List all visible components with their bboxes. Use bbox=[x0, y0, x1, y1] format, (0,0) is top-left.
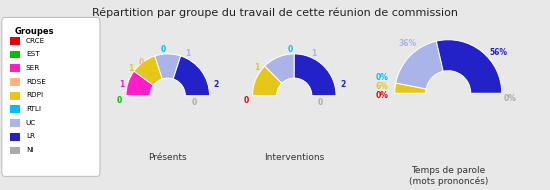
Text: 0: 0 bbox=[117, 96, 122, 105]
Bar bbox=[10, 133, 20, 141]
Text: RDPI: RDPI bbox=[26, 92, 43, 98]
Wedge shape bbox=[396, 41, 443, 89]
Text: LR: LR bbox=[26, 133, 35, 139]
Text: CRCE: CRCE bbox=[26, 37, 45, 44]
Text: 0: 0 bbox=[287, 45, 293, 54]
Text: RDSE: RDSE bbox=[26, 79, 46, 85]
Text: 0: 0 bbox=[318, 98, 323, 107]
Text: Temps de parole
(mots prononcés): Temps de parole (mots prononcés) bbox=[409, 166, 488, 186]
Text: Répartition par groupe du travail de cette réunion de commission: Répartition par groupe du travail de cet… bbox=[92, 8, 458, 18]
Text: SER: SER bbox=[26, 65, 40, 71]
Text: 2: 2 bbox=[213, 80, 219, 89]
Text: Groupes: Groupes bbox=[14, 27, 54, 36]
Bar bbox=[10, 119, 20, 127]
Text: RTLI: RTLI bbox=[26, 106, 41, 112]
Text: 0: 0 bbox=[139, 58, 144, 67]
Wedge shape bbox=[395, 83, 426, 93]
Text: 0: 0 bbox=[161, 45, 166, 54]
Bar bbox=[10, 37, 20, 45]
Wedge shape bbox=[173, 56, 210, 96]
Text: 1: 1 bbox=[128, 64, 133, 73]
Text: 1: 1 bbox=[254, 63, 260, 72]
Wedge shape bbox=[134, 56, 162, 85]
Wedge shape bbox=[126, 71, 153, 96]
Wedge shape bbox=[155, 54, 180, 79]
Bar bbox=[10, 105, 20, 113]
Text: 0%: 0% bbox=[376, 91, 388, 100]
FancyBboxPatch shape bbox=[2, 17, 100, 176]
Wedge shape bbox=[436, 40, 502, 93]
Text: 0%: 0% bbox=[504, 94, 516, 103]
Text: 0: 0 bbox=[243, 96, 249, 105]
Bar bbox=[10, 64, 20, 72]
Wedge shape bbox=[252, 66, 282, 96]
Text: UC: UC bbox=[26, 120, 36, 126]
Text: 56%: 56% bbox=[490, 48, 508, 57]
Bar bbox=[10, 92, 20, 100]
Text: 1: 1 bbox=[119, 80, 124, 89]
Text: NI: NI bbox=[26, 147, 34, 153]
Text: 1: 1 bbox=[311, 49, 317, 58]
Text: 36%: 36% bbox=[399, 39, 417, 48]
Wedge shape bbox=[294, 54, 336, 96]
Wedge shape bbox=[265, 54, 294, 83]
Text: 2: 2 bbox=[340, 80, 345, 89]
Text: 1: 1 bbox=[185, 49, 190, 58]
Text: 0: 0 bbox=[191, 98, 197, 107]
Bar bbox=[10, 78, 20, 86]
Text: Interventions: Interventions bbox=[264, 153, 324, 162]
Text: 0%: 0% bbox=[376, 73, 388, 82]
Bar bbox=[10, 147, 20, 154]
Text: EST: EST bbox=[26, 51, 40, 57]
Text: Présents: Présents bbox=[148, 153, 187, 162]
Bar bbox=[10, 51, 20, 58]
Text: 6%: 6% bbox=[376, 82, 388, 91]
